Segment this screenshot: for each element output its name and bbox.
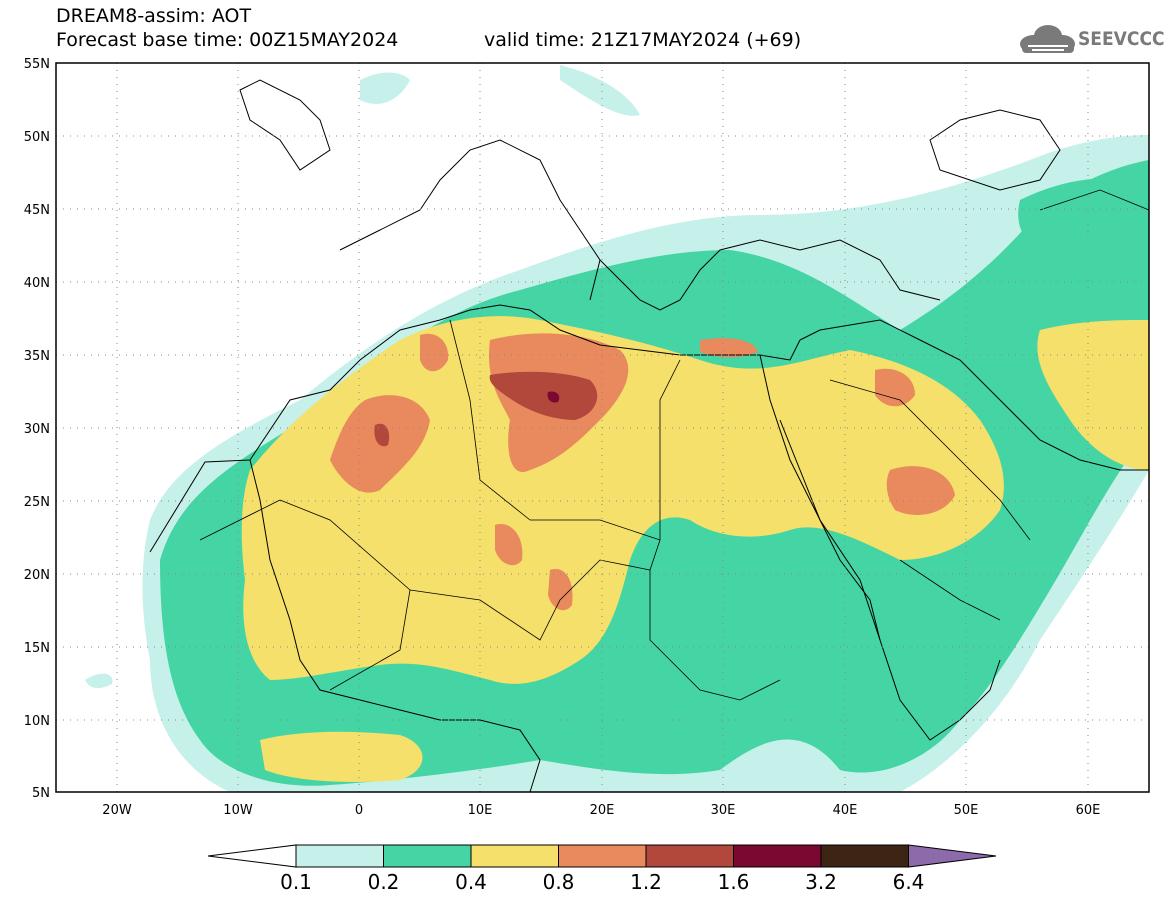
colorbar-label-1.2: 1.2	[630, 870, 662, 894]
map-title: DREAM8-assim: AOT	[56, 5, 252, 27]
colorbar-high-arrow	[908, 844, 997, 868]
colorbar-label-0.1: 0.1	[280, 870, 312, 894]
lon-tick-0: 0	[355, 803, 363, 818]
colorbar-label-0.4: 0.4	[455, 870, 487, 894]
aot-contour-1.6	[547, 391, 560, 403]
colorbar-low-arrow	[207, 844, 297, 868]
colorbar-bin-7	[820, 844, 909, 868]
lat-tick-50: 50N	[24, 130, 50, 145]
lat-tick-55: 55N	[24, 57, 50, 72]
lat-tick-10: 10N	[24, 714, 50, 729]
colorbar-bin-1	[295, 844, 384, 868]
lat-axis: 55N 50N 45N 40N 35N 30N 25N 20N 15N 10N …	[24, 57, 50, 801]
logo-text: SEEVCCC	[1078, 28, 1165, 50]
lat-tick-25: 25N	[24, 495, 50, 510]
map-frame	[55, 62, 1150, 793]
colorbar-label-6.4: 6.4	[892, 870, 925, 894]
lat-tick-30: 30N	[24, 422, 50, 437]
lon-tick-30e: 30E	[711, 803, 736, 818]
lat-tick-5: 5N	[32, 786, 50, 801]
cloud-logo-icon	[1020, 25, 1075, 53]
lat-tick-15: 15N	[24, 641, 50, 656]
colorbar-label-1.6: 1.6	[717, 870, 750, 894]
lon-axis: 20W 10W 0 10E 20E 30E 40E 50E 60E	[102, 803, 1100, 818]
lat-tick-40: 40N	[24, 276, 50, 291]
lat-tick-45: 45N	[24, 203, 50, 218]
lat-tick-20: 20N	[24, 568, 50, 583]
colorbar-bin-5	[645, 844, 734, 868]
lon-tick-10w: 10W	[223, 803, 253, 818]
colorbar-label-3.2: 3.2	[805, 870, 837, 894]
lon-tick-40e: 40E	[833, 803, 858, 818]
colorbar-bin-6	[733, 844, 822, 868]
lon-tick-60e: 60E	[1076, 803, 1101, 818]
colorbar-label-0.2: 0.2	[367, 870, 400, 894]
colorbar-bin-4	[558, 844, 647, 868]
lon-tick-20e: 20E	[590, 803, 615, 818]
lon-tick-20w: 20W	[102, 803, 132, 818]
lon-tick-50e: 50E	[954, 803, 979, 818]
coastlines	[149, 79, 1149, 792]
valid-time: valid time: 21Z17MAY2024 (+69)	[484, 29, 802, 51]
colorbar-bin-3	[470, 844, 559, 868]
colorbar-bin-2	[383, 844, 472, 868]
lat-tick-35: 35N	[24, 349, 50, 364]
graticule	[56, 63, 1149, 792]
colorbar	[207, 844, 997, 868]
aot-contour-1.2	[489, 371, 598, 420]
lon-tick-10e: 10E	[468, 803, 493, 818]
aot-contour-0.4	[241, 316, 1004, 684]
colorbar-label-0.8: 0.8	[542, 870, 575, 894]
forecast-base-time: Forecast base time: 00Z15MAY2024	[56, 29, 399, 51]
